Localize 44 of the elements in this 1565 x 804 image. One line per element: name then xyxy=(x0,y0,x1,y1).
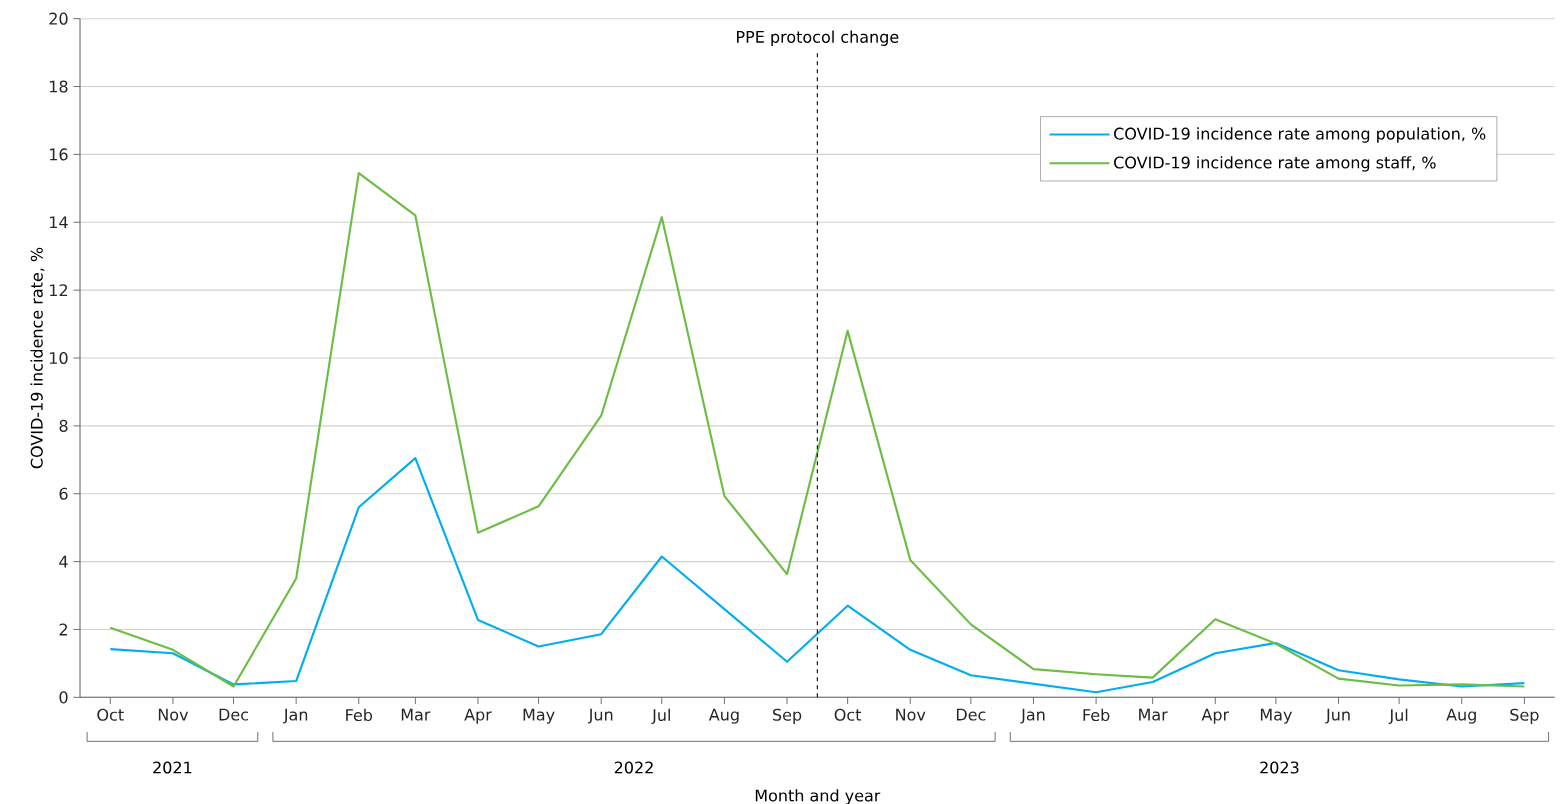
x-tick-label: Oct xyxy=(834,708,862,721)
x-tick-label: Sep xyxy=(773,708,802,724)
y-tick-label: 2 xyxy=(59,623,68,636)
line-series xyxy=(109,171,1526,688)
y-tick-label: 16 xyxy=(50,148,68,161)
x-tick-label: Dec xyxy=(956,708,986,721)
y-tick-label: 10 xyxy=(50,351,68,365)
text: 2023 xyxy=(1260,761,1299,774)
x-tick-label: Nov xyxy=(896,708,926,721)
ref-line-label: PPE protocol change xyxy=(737,30,899,46)
legend-label: COVID-19 incidence rate among staff, % xyxy=(1114,156,1436,172)
y-axis-title: COVID-19 incidence rate, % xyxy=(30,247,45,469)
x-tick-label: Nov xyxy=(158,708,189,721)
x-tick-label: May xyxy=(523,708,555,724)
x-tick-label: Aug xyxy=(708,708,739,724)
x-tick-label: Aug xyxy=(1446,708,1476,724)
x-tick-label: Sep xyxy=(1510,708,1539,724)
x-tick-label: May xyxy=(1260,708,1292,724)
x-tick-label: Mar xyxy=(401,708,431,721)
x-tick-label: Jun xyxy=(587,708,613,724)
x-tick-label: Jan xyxy=(1020,708,1045,724)
y-tick-label: 12 xyxy=(50,284,68,297)
y-tick-label: 20 xyxy=(49,12,68,25)
x-tick-label: Jul xyxy=(651,708,670,725)
y-tick-label: 18 xyxy=(50,80,68,93)
x-tick-label: Mar xyxy=(1139,708,1168,721)
y-tick-label: 14 xyxy=(50,216,68,229)
y-tick-label: 0 xyxy=(59,691,68,704)
x-tick-label: Jul xyxy=(1388,708,1408,725)
x-tick-label: Jun xyxy=(1325,708,1350,724)
x-tick-label: Apr xyxy=(464,708,492,724)
x-tick-label: Apr xyxy=(1201,708,1230,724)
x-tick-label: Feb xyxy=(1083,708,1110,722)
y-tick-label: 8 xyxy=(59,419,68,432)
x-tick-label: Dec xyxy=(219,708,249,721)
y-tick-label: 6 xyxy=(59,487,68,500)
x-tick-label: Feb xyxy=(346,708,373,722)
legend-label: COVID-19 incidence rate among population, % xyxy=(1114,127,1486,143)
text: 2022 xyxy=(614,761,653,774)
text: 2021 xyxy=(153,761,192,774)
x-tick-label: Oct xyxy=(97,708,124,721)
x-axis-title: Month and year xyxy=(755,789,881,804)
x-tick-label: Jan xyxy=(282,708,308,724)
y-tick-label: 4 xyxy=(59,555,68,568)
